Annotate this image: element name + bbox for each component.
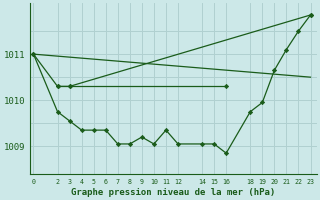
X-axis label: Graphe pression niveau de la mer (hPa): Graphe pression niveau de la mer (hPa): [71, 188, 275, 197]
